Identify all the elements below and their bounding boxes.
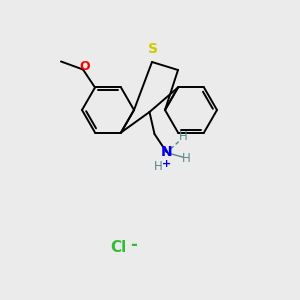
Text: H: H (179, 130, 188, 143)
Text: +: + (162, 159, 171, 169)
Text: S: S (148, 42, 158, 56)
Text: Cl: Cl (110, 241, 126, 256)
Text: H: H (182, 152, 191, 164)
Text: O: O (80, 60, 90, 73)
Text: -: - (130, 236, 137, 254)
Text: N: N (161, 145, 172, 159)
Text: H: H (154, 160, 163, 173)
